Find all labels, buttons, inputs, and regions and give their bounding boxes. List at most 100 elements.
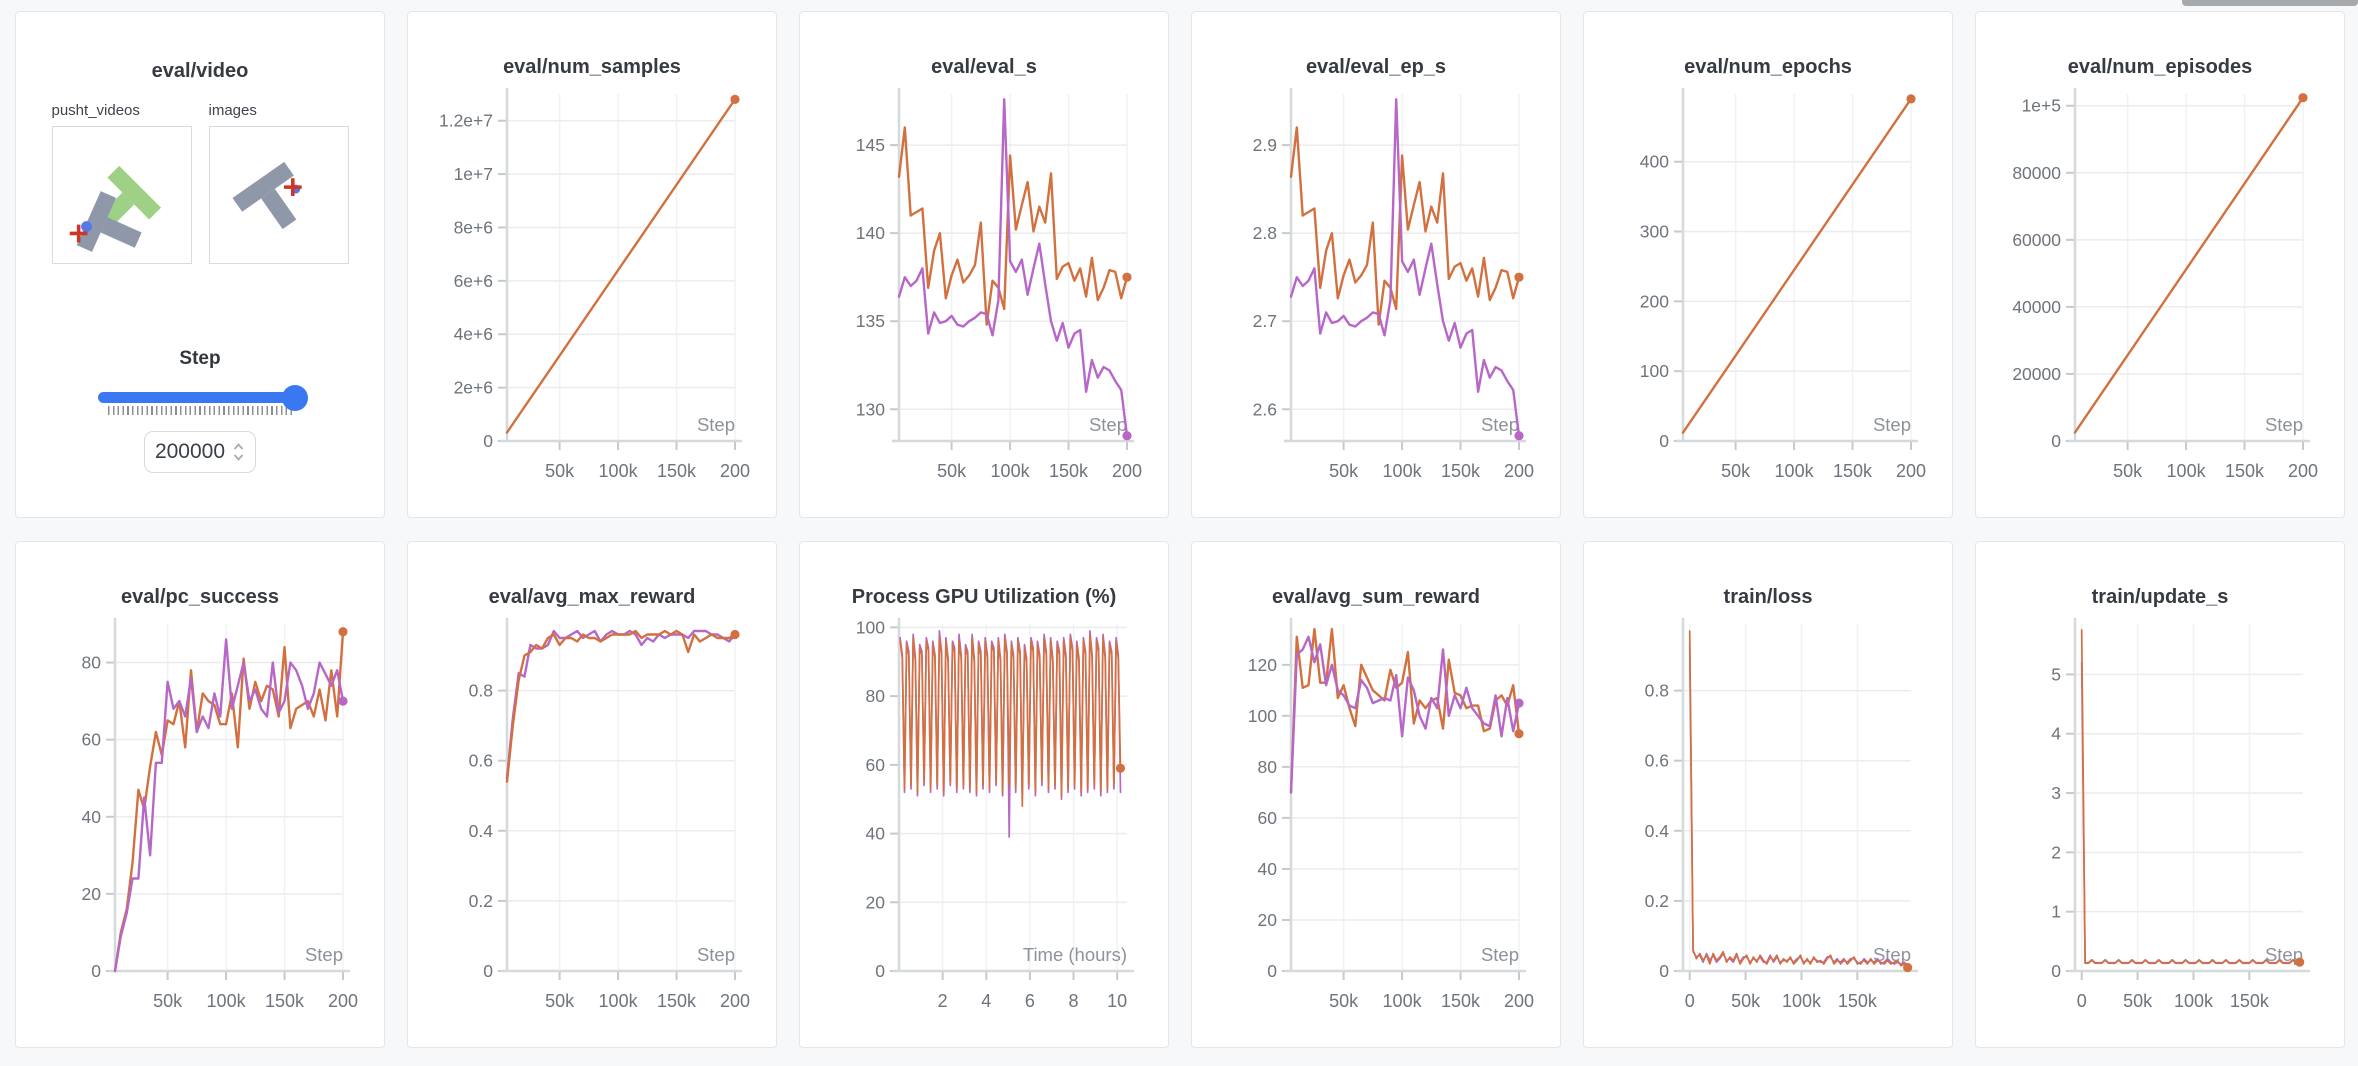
chart-title: eval/avg_max_reward: [488, 586, 696, 608]
series-orange: [899, 633, 1122, 807]
chart-plot: 50k 100k 150k 200 0 20 40 60 80 Step: [82, 618, 358, 1011]
series-orange: [505, 629, 737, 783]
chart-plot: 50k 100k 150k 200 0 20 40 60 80 100 120 Step: [1248, 618, 1534, 1011]
y-tick-label: 1.2e+7: [439, 111, 493, 131]
x-tick-label: 100k: [1775, 461, 1815, 481]
chart-plot: 50k 100k 150k 200 0 20000 40000 60000 80000 1e+5 S…: [2012, 88, 2318, 481]
x-tick-label: 150k: [2225, 461, 2265, 481]
chart-panel-eval-num-samples[interactable]: eval/num_samples 50k 100k 150k 200 0 2e+6 4e+6 6…: [407, 11, 777, 518]
series-purple: [1688, 644, 1909, 967]
y-tick-label: 2.6: [1253, 399, 1277, 419]
y-tick-label: 0: [91, 961, 101, 981]
x-axis-label: Step: [1481, 944, 1519, 965]
x-tick-label: 150k: [2230, 991, 2270, 1011]
step-value-input[interactable]: 200000: [144, 431, 256, 473]
series-end-dot-orange: [1122, 272, 1132, 282]
y-tick-label: 20: [82, 884, 102, 904]
series-end-dot-orange: [338, 627, 348, 637]
chart-panel-eval-eval-ep-s[interactable]: eval/eval_ep_s 50k 100k 150k 200 2.6 2.7 2.8 2.9…: [1191, 11, 1561, 518]
series-orange: [1681, 97, 1913, 434]
y-tick-label: 140: [856, 223, 885, 243]
series-end-dot-orange: [730, 94, 740, 104]
scrollbar-thumb[interactable]: [2182, 0, 2358, 6]
x-tick-label: 100k: [207, 991, 247, 1011]
y-tick-label: 2: [2051, 842, 2061, 862]
y-tick-label: 145: [856, 135, 885, 155]
pusht-video-thumbnail[interactable]: [51, 126, 192, 264]
x-tick-label: 50k: [545, 461, 575, 481]
x-axis-label: Time (hours): [1023, 944, 1127, 965]
series-end-dot-orange: [1514, 272, 1524, 282]
chart-panel-eval-avg-max-reward[interactable]: eval/avg_max_reward 50k 100k 150k 200 0 0.2 0.4…: [407, 541, 777, 1048]
chart-panel-eval-num-episodes[interactable]: eval/num_episodes 50k 100k 150k 200 0 20000 400…: [1975, 11, 2345, 518]
y-tick-label: 4: [2051, 724, 2061, 744]
x-tick-label: 150k: [1441, 991, 1481, 1011]
image-thumbnail[interactable]: [208, 126, 349, 264]
x-tick-label: 50k: [2123, 991, 2153, 1011]
chart-panel-eval-avg-sum-reward[interactable]: eval/avg_sum_reward 50k 100k 150k 200 0 20 40 60…: [1191, 541, 1561, 1048]
x-tick-label: 150k: [1833, 461, 1873, 481]
x-tick-label: 50k: [2113, 461, 2143, 481]
y-tick-label: 0.4: [1645, 821, 1670, 841]
slider-thumb[interactable]: [282, 384, 308, 411]
y-tick-label: 20: [866, 892, 886, 912]
x-tick-label: 8: [1069, 991, 1079, 1011]
slider-track[interactable]: [98, 384, 308, 411]
chart-panel-train-update-s[interactable]: train/update_s 0 50k 100k 150k 0 1 2 3 4 5 Step: [1975, 541, 2345, 1048]
y-tick-label: 1: [2051, 902, 2061, 922]
series-orange: [1688, 630, 1909, 969]
y-tick-label: 300: [1640, 222, 1669, 242]
x-tick-label: 6: [1025, 991, 1035, 1011]
x-tick-label: 150k: [265, 991, 305, 1011]
x-tick-label: 10: [1107, 991, 1127, 1011]
series-end-dot-orange: [1115, 763, 1126, 773]
stepper-arrows-icon[interactable]: [232, 440, 245, 464]
chart-panel-eval-num-epochs[interactable]: eval/num_epochs 50k 100k 150k 200 0 100 200 300 4…: [1583, 11, 1953, 518]
media-row: pusht_videos: [51, 102, 349, 264]
step-slider[interactable]: [98, 384, 308, 415]
step-slider-label: Step: [179, 348, 221, 369]
chart-panel-eval-eval-s[interactable]: eval/eval_s 50k 100k 150k 200 130 135 140 145 Ste…: [799, 11, 1169, 518]
series-end-dot-orange: [1903, 962, 1913, 973]
x-tick-label: 0: [2077, 991, 2087, 1011]
series-orange: [505, 98, 737, 434]
y-tick-label: 60: [866, 755, 886, 775]
series-end-dot-purple: [1122, 431, 1132, 441]
chart-title: eval/num_epochs: [1684, 56, 1852, 78]
y-tick-label: 2.8: [1253, 223, 1277, 243]
y-tick-label: 0: [483, 431, 493, 451]
chart-plot: 50k 100k 150k 200 0 2e+6 4e+6 6e+6 8e+6 1e+7 1.2e+…: [439, 88, 750, 481]
series-end-dot-orange: [1906, 94, 1916, 104]
panel-title: eval/video: [151, 60, 249, 82]
chart-panel-process-gpu-utilization-[interactable]: Process GPU Utilization (%) 2 4 6 8 10 0 20 40 60…: [799, 541, 1169, 1048]
chart-title: Process GPU Utilization (%): [851, 586, 1117, 608]
y-tick-label: 4e+6: [454, 324, 493, 344]
x-tick-label: 150k: [657, 461, 697, 481]
chart-title: train/update_s: [2091, 586, 2229, 608]
series-orange: [897, 126, 1129, 326]
chart-panel-train-loss[interactable]: train/loss 0 50k 100k 150k 0 0.2 0.4 0.6 0.8 Step: [1583, 541, 1953, 1048]
y-tick-label: 100: [1248, 706, 1277, 726]
series-orange: [2073, 96, 2305, 434]
series-purple: [2080, 661, 2301, 964]
y-tick-label: 80: [82, 653, 102, 673]
y-tick-label: 6e+6: [454, 271, 493, 291]
y-tick-label: 0.6: [469, 751, 493, 771]
panel-eval-video[interactable]: eval/video pusht_videos: [15, 11, 385, 518]
y-tick-label: 0: [1659, 961, 1669, 981]
chart-plot: 50k 100k 150k 200 0 100 200 300 400 Step: [1640, 88, 1926, 481]
series-orange: [2080, 629, 2301, 965]
chart-panel-eval-pc-success[interactable]: eval/pc_success 50k 100k 150k 200 0 20 40 60 80 St…: [15, 541, 385, 1048]
x-tick-label: 200: [1112, 461, 1142, 481]
series-purple: [897, 98, 1129, 437]
y-tick-label: 80: [1258, 757, 1278, 777]
pusht-image-icon: [232, 161, 302, 230]
x-axis-label: Step: [1873, 414, 1911, 435]
x-tick-label: 150k: [1049, 461, 1089, 481]
x-tick-label: 50k: [1329, 461, 1359, 481]
chart-plot: 0 50k 100k 150k 0 0.2 0.4 0.6 0.8 Step: [1645, 618, 1918, 1011]
x-axis-label: Step: [305, 944, 343, 965]
